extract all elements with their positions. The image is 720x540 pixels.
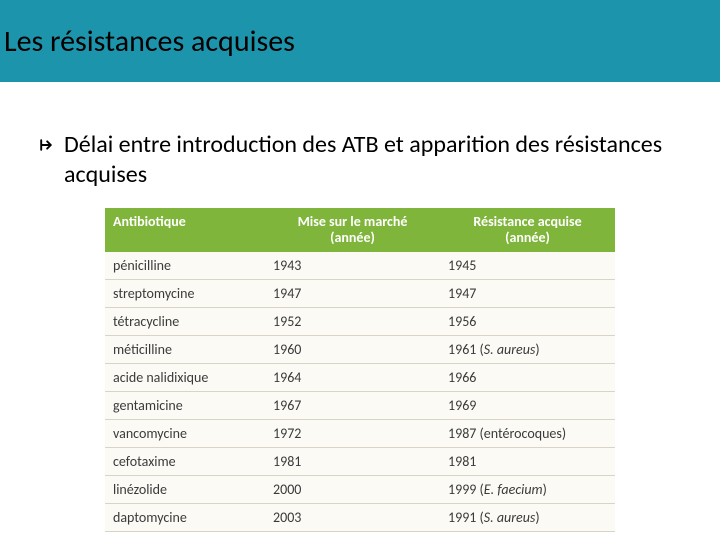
table-row: tétracycline19521956 <box>105 308 615 336</box>
cell-resistance-year: 1981 <box>440 448 615 476</box>
cell-market-year: 1943 <box>265 252 440 280</box>
title-bar: Les résistances acquises <box>0 0 720 82</box>
table-row: daptomycine20031991 (S. aureus) <box>105 504 615 532</box>
cell-resistance-year: 1999 (E. faecium) <box>440 476 615 504</box>
bullet-text: Délai entre introduction des ATB et appa… <box>64 130 684 190</box>
cell-antibiotic: pénicilline <box>105 252 265 280</box>
cell-antibiotic: daptomycine <box>105 504 265 532</box>
cell-antibiotic: acide nalidixique <box>105 364 265 392</box>
slide: Les résistances acquises Délai entre int… <box>0 0 720 540</box>
slide-body: Délai entre introduction des ATB et appa… <box>0 82 720 532</box>
cell-antibiotic: tétracycline <box>105 308 265 336</box>
cell-resistance-year: 1969 <box>440 392 615 420</box>
table-row: streptomycine19471947 <box>105 280 615 308</box>
bullet-icon <box>40 139 54 151</box>
cell-market-year: 1981 <box>265 448 440 476</box>
table-row: linézolide20001999 (E. faecium) <box>105 476 615 504</box>
table-row: gentamicine19671969 <box>105 392 615 420</box>
cell-market-year: 1967 <box>265 392 440 420</box>
cell-market-year: 2003 <box>265 504 440 532</box>
cell-antibiotic: gentamicine <box>105 392 265 420</box>
cell-market-year: 1947 <box>265 280 440 308</box>
cell-antibiotic: méticilline <box>105 336 265 364</box>
slide-title: Les résistances acquises <box>0 23 295 60</box>
cell-market-year: 1952 <box>265 308 440 336</box>
table-row: acide nalidixique19641966 <box>105 364 615 392</box>
table-row: vancomycine19721987 (entérocoques) <box>105 420 615 448</box>
cell-market-year: 2000 <box>265 476 440 504</box>
cell-market-year: 1964 <box>265 364 440 392</box>
table-header-cell: Antibiotique <box>105 208 265 252</box>
cell-resistance-year: 1956 <box>440 308 615 336</box>
cell-antibiotic: vancomycine <box>105 420 265 448</box>
cell-antibiotic: cefotaxime <box>105 448 265 476</box>
cell-market-year: 1960 <box>265 336 440 364</box>
cell-antibiotic: linézolide <box>105 476 265 504</box>
cell-antibiotic: streptomycine <box>105 280 265 308</box>
cell-resistance-year: 1987 (entérocoques) <box>440 420 615 448</box>
table-row: pénicilline19431945 <box>105 252 615 280</box>
cell-resistance-year: 1966 <box>440 364 615 392</box>
table-header-cell: Mise sur le marché(année) <box>265 208 440 252</box>
cell-resistance-year: 1945 <box>440 252 615 280</box>
table-header: AntibiotiqueMise sur le marché(année)Rés… <box>105 208 615 252</box>
cell-resistance-year: 1947 <box>440 280 615 308</box>
table-row: méticilline19601961 (S. aureus) <box>105 336 615 364</box>
resistance-table: AntibiotiqueMise sur le marché(année)Rés… <box>105 208 615 532</box>
table-row: cefotaxime19811981 <box>105 448 615 476</box>
cell-resistance-year: 1961 (S. aureus) <box>440 336 615 364</box>
table-header-cell: Résistance acquise(année) <box>440 208 615 252</box>
cell-resistance-year: 1991 (S. aureus) <box>440 504 615 532</box>
table-body: pénicilline19431945streptomycine19471947… <box>105 252 615 532</box>
bullet-item: Délai entre introduction des ATB et appa… <box>40 130 696 190</box>
resistance-table-wrap: AntibiotiqueMise sur le marché(année)Rés… <box>105 208 615 532</box>
cell-market-year: 1972 <box>265 420 440 448</box>
